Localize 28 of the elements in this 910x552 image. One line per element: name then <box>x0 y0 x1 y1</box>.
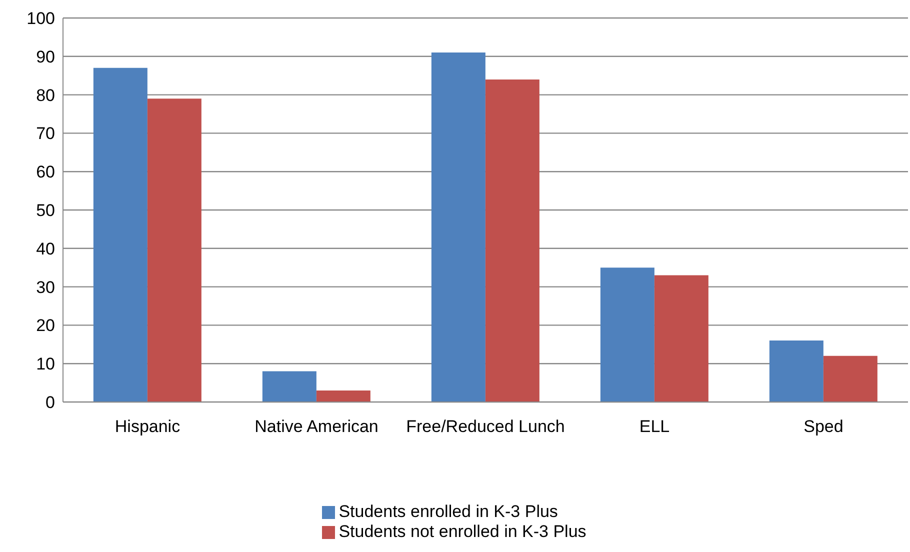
x-tick-label: ELL <box>639 417 670 436</box>
bar <box>93 68 148 402</box>
bar <box>147 98 202 402</box>
y-tick-label: 90 <box>36 47 55 66</box>
legend-label: Students enrolled in K-3 Plus <box>338 502 558 521</box>
legend-label: Students not enrolled in K-3 Plus <box>338 522 586 541</box>
y-tick-label: 70 <box>36 124 55 144</box>
y-tick-label: 0 <box>46 393 55 412</box>
y-tick-label: 40 <box>36 239 55 258</box>
y-tick-label: 30 <box>36 278 55 297</box>
y-tick-label: 60 <box>36 162 55 182</box>
bar <box>600 268 654 402</box>
bar <box>823 356 878 402</box>
x-tick-label: Sped <box>804 417 844 436</box>
x-tick-label: Native American <box>254 417 378 436</box>
y-tick-label: 10 <box>36 354 55 374</box>
bar <box>316 390 370 402</box>
bar <box>654 275 708 402</box>
x-tick-label: Hispanic <box>114 417 181 436</box>
y-tick-label: 80 <box>36 86 55 105</box>
bar <box>485 79 540 402</box>
bar <box>431 52 486 402</box>
y-tick-label: 20 <box>36 316 55 336</box>
bar <box>769 340 824 402</box>
y-tick-label: 50 <box>36 201 55 220</box>
bar <box>262 371 316 402</box>
x-tick-label: Free/Reduced Lunch <box>406 417 565 436</box>
y-tick-label: 100 <box>26 9 55 28</box>
